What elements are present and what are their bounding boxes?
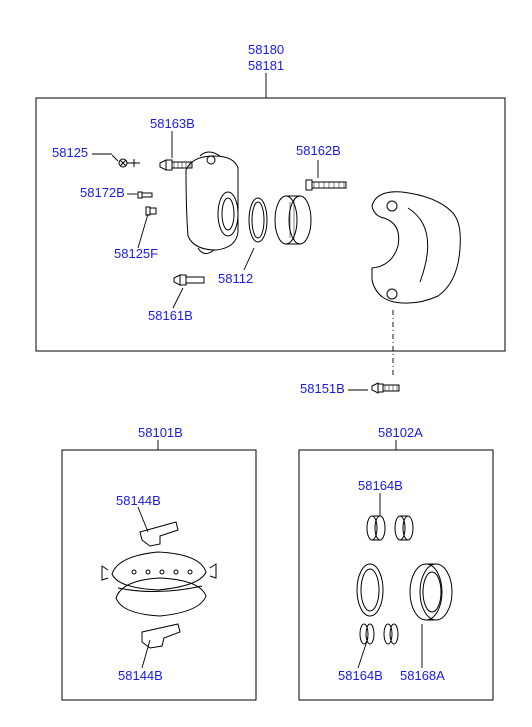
leader-l58144Bt bbox=[138, 507, 148, 532]
label-58181[interactable]: 58181 bbox=[248, 58, 284, 73]
label-58101B[interactable]: 58101B bbox=[138, 425, 183, 440]
frame-left bbox=[62, 450, 256, 700]
part-58125 bbox=[119, 159, 140, 167]
leader-l58144Bb bbox=[142, 640, 150, 668]
part-58162B bbox=[306, 180, 346, 190]
label-58172B[interactable]: 58172B bbox=[80, 185, 125, 200]
part-58102A-sealkit bbox=[357, 516, 452, 644]
label-58164B[interactable]: 58164B bbox=[338, 668, 383, 683]
label-58144B[interactable]: 58144B bbox=[118, 668, 163, 683]
leader-l58164Bb bbox=[358, 638, 368, 668]
frame-main bbox=[36, 98, 505, 351]
label-58180[interactable]: 58180 bbox=[248, 42, 284, 57]
leader-l58125a bbox=[112, 155, 118, 161]
leader-l58161B bbox=[173, 288, 183, 308]
label-58125F[interactable]: 58125F bbox=[114, 246, 158, 261]
leader-l58125F bbox=[138, 214, 148, 248]
part-caliper-body bbox=[186, 152, 238, 254]
label-58125[interactable]: 58125 bbox=[52, 145, 88, 160]
label-58161B[interactable]: 58161B bbox=[148, 308, 193, 323]
part-carrier-bracket bbox=[372, 192, 460, 303]
label-58164B[interactable]: 58164B bbox=[358, 478, 403, 493]
label-58102A[interactable]: 58102A bbox=[378, 425, 423, 440]
part-58125F bbox=[146, 207, 156, 215]
label-58168A[interactable]: 58168A bbox=[400, 668, 445, 683]
label-58162B[interactable]: 58162B bbox=[296, 143, 341, 158]
part-58101B-padkit bbox=[102, 522, 216, 648]
part-58172B bbox=[138, 192, 152, 198]
part-58112 bbox=[249, 196, 311, 244]
label-58144B[interactable]: 58144B bbox=[116, 493, 161, 508]
part-58161B bbox=[174, 275, 204, 285]
label-58112[interactable]: 58112 bbox=[218, 271, 253, 286]
leader-l58112 bbox=[244, 248, 254, 270]
label-58151B[interactable]: 58151B bbox=[300, 381, 345, 396]
label-58163B[interactable]: 58163B bbox=[150, 116, 195, 131]
part-58151B bbox=[372, 383, 399, 393]
